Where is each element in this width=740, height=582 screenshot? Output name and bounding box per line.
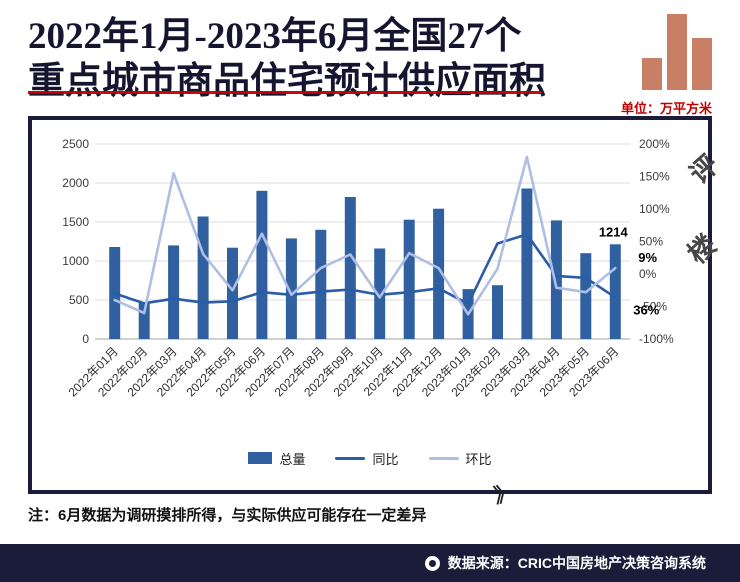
bar: [285, 238, 297, 340]
chart-legend: 总量 同比 环比: [32, 448, 708, 468]
y-right-tick-label: 0%: [639, 267, 657, 281]
legend-label-yoy: 同比: [372, 451, 399, 467]
source-bar: 数据来源：CRIC中国房地产决策咨询系统: [0, 544, 740, 582]
footnote: 注：6月数据为调研摸排所得，与实际供应可能存在一定差异: [28, 507, 427, 525]
unit-label: 单位：万平方米: [620, 101, 712, 116]
legend-item-total: 总量: [248, 449, 305, 468]
bar: [550, 220, 562, 340]
bar: [315, 230, 327, 340]
y-right-tick-label: 200%: [639, 137, 670, 151]
bar-chart-icon-bar-small: [642, 58, 662, 90]
bar: [256, 191, 268, 340]
bar: [138, 302, 150, 340]
y-right-tick-label: -50%: [639, 300, 667, 314]
bar: [609, 244, 621, 340]
series-line-yoy: [113, 233, 617, 306]
header: 2022年1月-2023年6月全国27个 重点城市商品住宅预计供应面积 单位：万…: [0, 0, 740, 116]
supply-chart: 0 500 1000 1500 2000 2500 -100% -50% 0% 50% 100% 15…: [62, 137, 674, 399]
y-left-tick-label: 500: [69, 293, 89, 307]
bar: [403, 219, 415, 340]
y-right-tick-label: -100%: [639, 332, 674, 346]
annotation-label: 9%: [638, 250, 657, 265]
data-source-text: 数据来源：CRIC中国房地产决策咨询系统: [447, 555, 706, 571]
legend-swatch-mom-line: [428, 456, 459, 460]
page-title: 2022年1月-2023年6月全国27个 重点城市商品住宅预计供应面积: [28, 14, 712, 104]
chart-frame: 0 500 1000 1500 2000 2500 -100% -50% 0% 50% 100% 15…: [28, 116, 712, 495]
bar: [197, 216, 209, 340]
legend-item-yoy: 同比: [335, 449, 399, 468]
y-left-tick-label: 1500: [62, 215, 89, 229]
legend-swatch-yoy-line: [335, 456, 366, 460]
bar: [492, 285, 503, 340]
y-right-tick-label: 100%: [639, 202, 670, 216]
series-line-mom: [113, 155, 617, 316]
y-right-tick-label: 50%: [639, 235, 663, 249]
header-corner: 单位：万平方米: [621, 14, 712, 117]
legend-label-mom: 环比: [465, 451, 492, 467]
legend-item-mom: 环比: [428, 449, 492, 468]
y-left-tick-label: 1000: [62, 254, 89, 268]
legend-swatch-bar: [248, 452, 273, 465]
bar: [580, 253, 592, 340]
y-right-tick-label: 150%: [639, 170, 670, 184]
bar: [344, 197, 356, 340]
bar: [521, 188, 533, 340]
legend-label-total: 总量: [279, 451, 306, 467]
annotation-label: 1214: [599, 225, 629, 240]
y-left-tick-label: 2500: [62, 137, 89, 151]
y-left-tick-label: 0: [82, 332, 89, 346]
y-left-tick-label: 2000: [62, 176, 89, 190]
bar-chart-icon-bar-tall: [667, 14, 687, 90]
annotation-label: 36%: [633, 303, 659, 318]
title-line-1: 2022年1月-2023年6月全国27个: [28, 16, 522, 57]
bar: [433, 208, 445, 340]
title-line-2: 重点城市商品住宅预计供应面积: [28, 59, 546, 104]
cric-logo-icon: [424, 555, 440, 571]
bar: [168, 245, 180, 340]
bar-chart-icon-bar-medium: [692, 38, 712, 90]
bar: [227, 247, 238, 340]
bar-chart-icon: [621, 14, 712, 90]
